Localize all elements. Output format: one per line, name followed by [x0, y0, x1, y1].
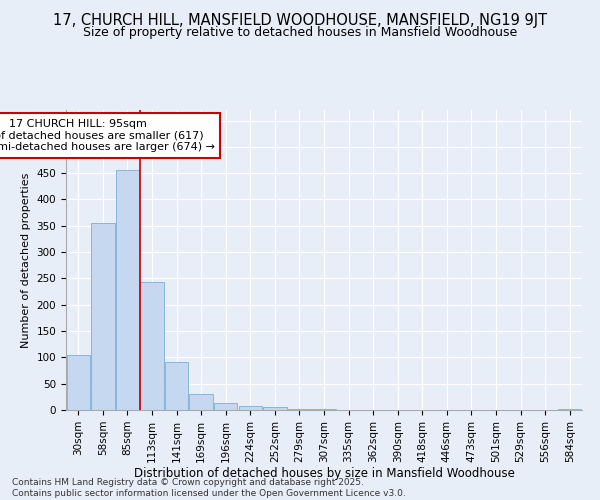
Text: 17, CHURCH HILL, MANSFIELD WOODHOUSE, MANSFIELD, NG19 9JT: 17, CHURCH HILL, MANSFIELD WOODHOUSE, MA…	[53, 12, 547, 28]
Bar	[558, 409, 581, 410]
Bar	[116, 170, 139, 410]
Bar	[190, 394, 213, 410]
X-axis label: Distribution of detached houses by size in Mansfield Woodhouse: Distribution of detached houses by size …	[134, 468, 514, 480]
Bar	[165, 362, 188, 410]
Bar	[140, 282, 164, 410]
Bar	[214, 402, 238, 410]
Bar	[67, 356, 90, 410]
Bar	[91, 222, 115, 410]
Bar	[239, 406, 262, 410]
Text: Contains HM Land Registry data © Crown copyright and database right 2025.
Contai: Contains HM Land Registry data © Crown c…	[12, 478, 406, 498]
Text: 17 CHURCH HILL: 95sqm
← 47% of detached houses are smaller (617)
52% of semi-det: 17 CHURCH HILL: 95sqm ← 47% of detached …	[0, 119, 215, 152]
Bar	[288, 409, 311, 410]
Bar	[263, 408, 287, 410]
Y-axis label: Number of detached properties: Number of detached properties	[21, 172, 31, 348]
Text: Size of property relative to detached houses in Mansfield Woodhouse: Size of property relative to detached ho…	[83, 26, 517, 39]
